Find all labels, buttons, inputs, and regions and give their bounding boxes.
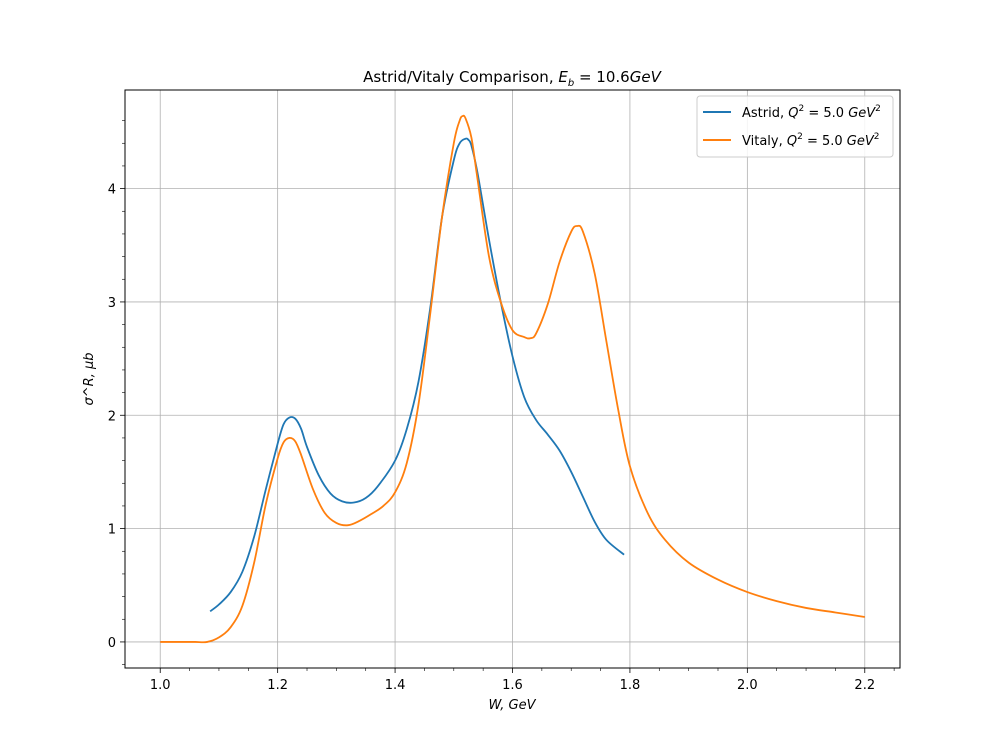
title-prefix: Astrid/Vitaly Comparison, [363,68,558,86]
legend-vitaly-prefix: Vitaly, [742,134,787,149]
x-tick-label: 2.2 [854,678,875,693]
legend-label-vitaly: Vitaly, Q2 = 5.0 GeV2 [742,132,880,149]
y-tick-label: 4 [108,183,116,198]
legend-vitaly-eq: = 5.0 [803,134,847,149]
y-axis-label-text: σ^R, μb [82,353,97,406]
legend: Astrid, Q2 = 5.0 GeV2 Vitaly, Q2 = 5.0 G… [696,95,894,158]
x-tick-label: 2.0 [737,678,758,693]
legend-vitaly-q: Q [787,134,797,149]
y-tick-label: 2 [108,409,116,424]
ticks: 1.0 1.2 1.4 1.6 1.8 2.0 2.2 0 1 2 3 4 [108,120,895,693]
legend-astrid-q: Q [788,106,798,121]
grid [125,90,900,668]
series-layer [160,114,865,644]
chart-title: Astrid/Vitaly Comparison, Eb = 10.6GeV [363,68,662,89]
x-tick-label: 1.2 [267,678,288,693]
x-tick-label: 1.8 [620,678,641,693]
y-tick-label: 1 [108,523,116,538]
y-tick-label: 3 [108,296,116,311]
legend-astrid-unit-exp: 2 [875,104,881,114]
legend-vitaly-unit-exp: 2 [874,132,880,142]
x-axis-label: W, GeV [488,698,536,713]
x-tick-label: 1.6 [502,678,523,693]
legend-astrid-prefix: Astrid, [742,106,788,121]
legend-label-astrid: Astrid, Q2 = 5.0 GeV2 [742,104,881,121]
legend-astrid-exp: 2 [798,104,804,114]
title-var: E [558,68,568,86]
legend-box [696,95,894,158]
legend-vitaly-exp: 2 [797,132,803,142]
legend-astrid-unit: GeV [848,106,876,121]
y-axis-label: σ^R, μb [82,353,97,406]
legend-vitaly-unit: GeV [847,134,875,149]
title-eq: = 10.6 [574,68,630,86]
x-axis-label-text: W, GeV [488,698,536,713]
title-sub: b [568,78,574,89]
legend-astrid-eq: = 5.0 [804,106,848,121]
series-line-vitaly [160,114,865,644]
x-tick-label: 1.0 [150,678,171,693]
series-line-astrid [209,137,625,613]
x-tick-label: 1.4 [385,678,406,693]
title-unit: GeV [630,68,663,86]
y-tick-label: 0 [108,636,116,651]
